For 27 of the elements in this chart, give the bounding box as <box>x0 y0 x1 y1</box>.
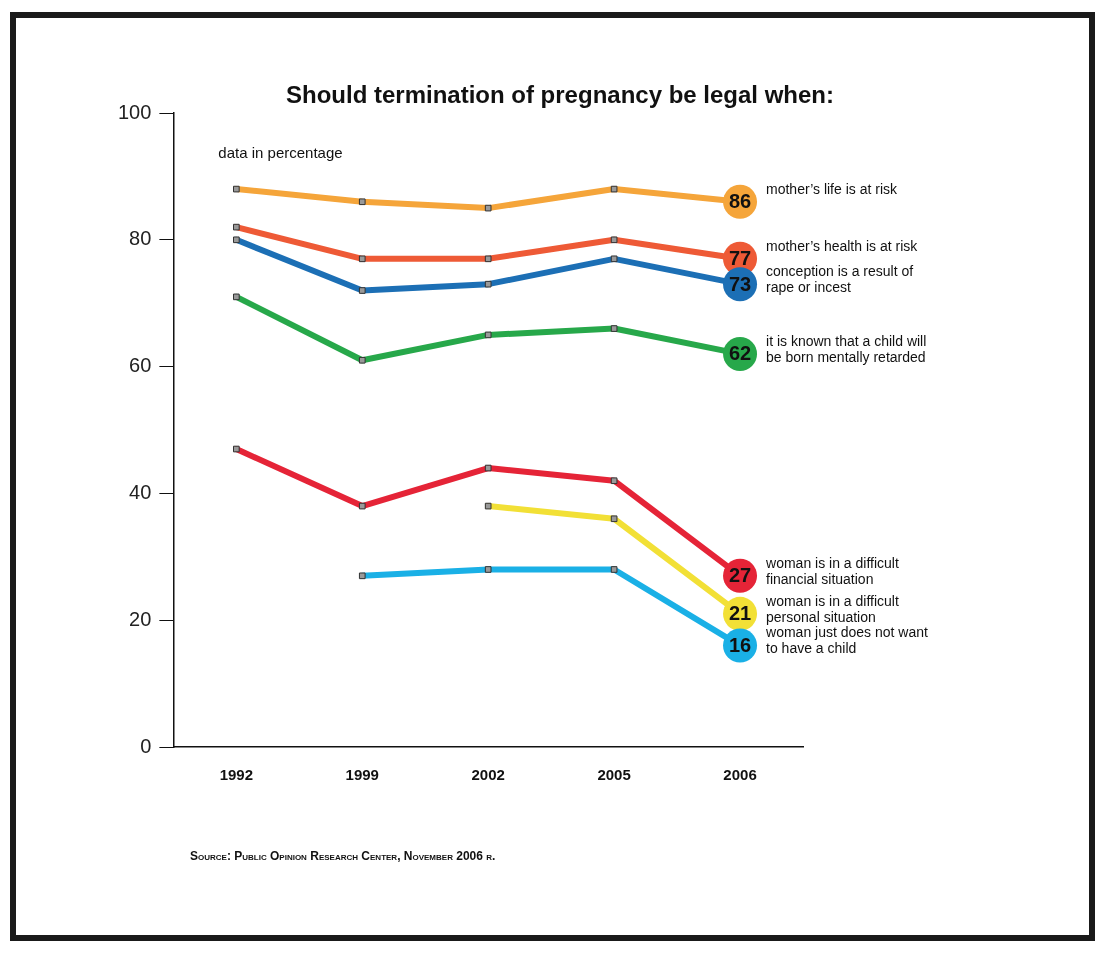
y-tick-label: 100 <box>117 100 152 123</box>
y-tick-label: 20 <box>129 607 152 630</box>
x-tick-label: 2002 <box>471 766 505 784</box>
y-tick-label: 60 <box>129 354 152 377</box>
data-label: 77 <box>728 247 752 270</box>
data-label: 21 <box>728 602 752 625</box>
y-tick-label: 80 <box>129 227 152 250</box>
x-tick-label: 1992 <box>219 766 254 784</box>
x-tick-label: 1999 <box>345 766 379 784</box>
data-label: 62 <box>728 342 752 365</box>
text: data in percentage <box>218 144 343 161</box>
series-label: woman just does not want to have a child <box>765 624 929 657</box>
y-tick-label: 40 <box>129 480 152 503</box>
series-label: it is known that a child will be born mentally retarded <box>766 332 927 365</box>
series-label: mother’s life is at risk <box>766 180 898 197</box>
data-label: 73 <box>728 272 752 295</box>
data-label: 16 <box>728 634 752 657</box>
series-label: mother’s health is at risk <box>766 237 919 254</box>
chart-title: Should termination of pregnancy be legal when: <box>285 81 835 108</box>
data-label: 86 <box>728 190 752 213</box>
x-tick-label: 2005 <box>597 766 631 784</box>
source-note: Source: Public Opinion Research Center, November 2006 r. <box>190 849 496 863</box>
series-label: conception is a result of rape or incest <box>766 263 914 296</box>
data-label: 27 <box>728 564 752 587</box>
x-tick-label: 2006 <box>723 766 757 784</box>
y-tick-label: 0 <box>140 734 152 757</box>
series-label: woman is in a difficult financial situation <box>765 554 899 587</box>
